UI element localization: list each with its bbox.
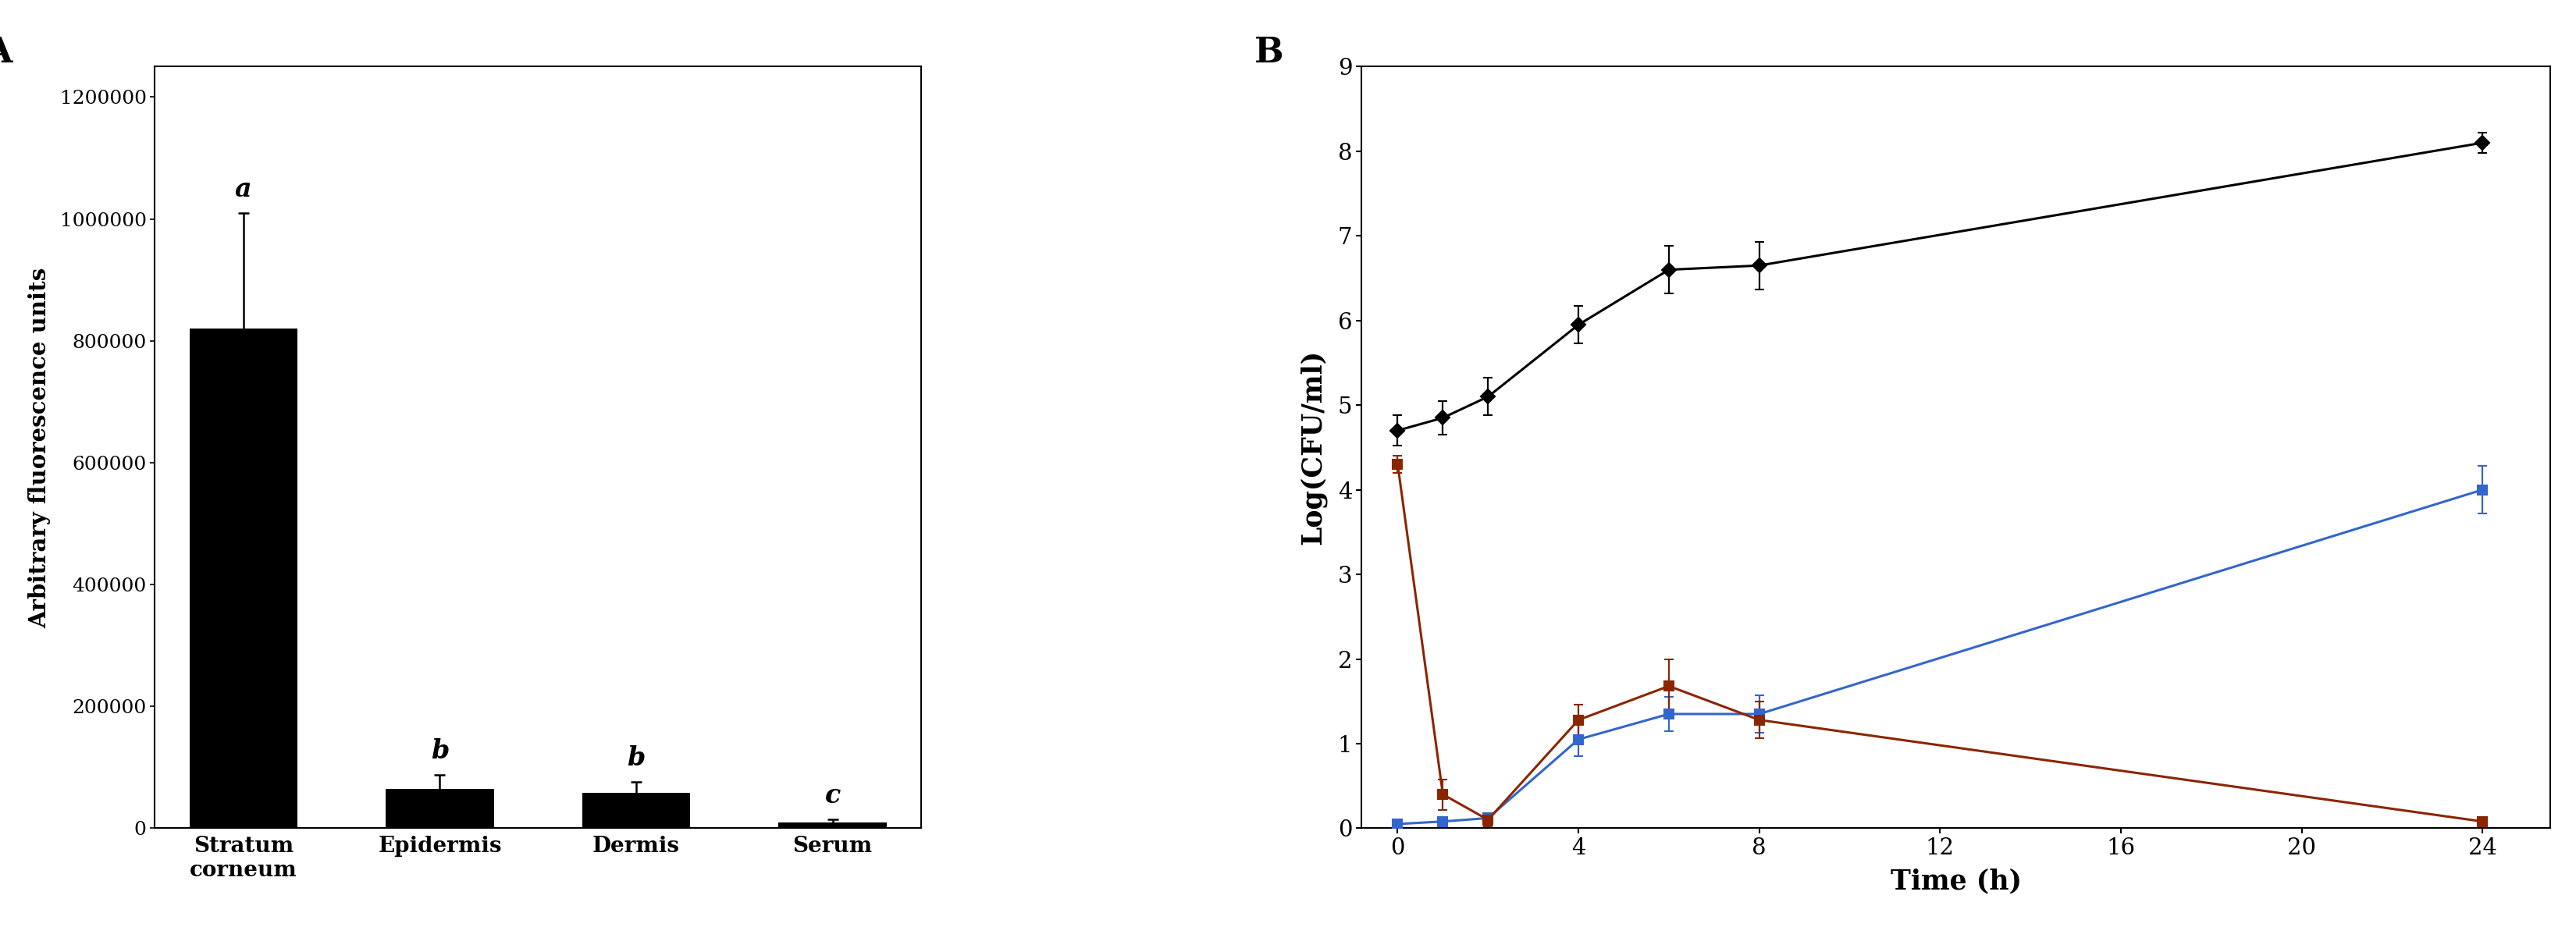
- Bar: [386, 788, 495, 828]
- X-axis label: Time (h): Time (h): [1891, 868, 2022, 895]
- Text: A: A: [0, 36, 13, 69]
- Text: c: c: [824, 783, 840, 809]
- Text: a: a: [234, 176, 252, 202]
- Text: b: b: [430, 739, 448, 764]
- Y-axis label: Log(CFU/ml): Log(CFU/ml): [1301, 349, 1327, 545]
- Text: B: B: [1255, 36, 1283, 69]
- Bar: [582, 793, 690, 828]
- Bar: [191, 328, 296, 828]
- Text: b: b: [626, 745, 647, 771]
- Bar: [778, 823, 886, 828]
- Y-axis label: Arbitrary fluorescence units: Arbitrary fluorescence units: [28, 268, 52, 627]
